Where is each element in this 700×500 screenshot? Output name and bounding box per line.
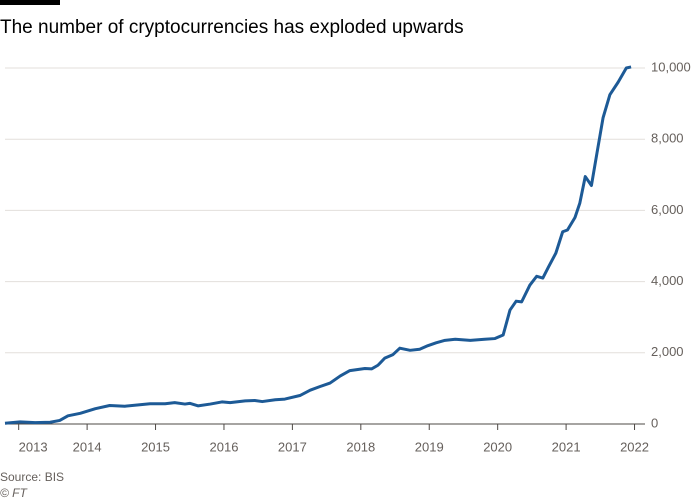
x-tick-label: 2015 <box>141 439 170 454</box>
chart-title: The number of cryptocurrencies has explo… <box>0 17 464 38</box>
data-line <box>4 65 632 425</box>
x-tick-label: 2017 <box>278 439 307 454</box>
x-tick-label: 2022 <box>620 439 649 454</box>
title-bar <box>0 0 60 5</box>
x-tick-label: 2016 <box>210 439 239 454</box>
y-tick-label: 0 <box>651 415 658 430</box>
y-tick-label: 2,000 <box>651 344 684 359</box>
source: Source: BIS <box>0 470 64 484</box>
x-tick-label: 2013 <box>19 439 48 454</box>
y-tick-label: 6,000 <box>651 202 684 217</box>
y-tick-label: 4,000 <box>651 273 684 288</box>
x-tick-label: 2019 <box>415 439 444 454</box>
x-tick-label: 2018 <box>346 439 375 454</box>
y-tick-label: 10,000 <box>651 59 691 74</box>
x-tick-label: 2020 <box>483 439 512 454</box>
credit: © FT <box>0 486 29 500</box>
x-tick-label: 2021 <box>552 439 581 454</box>
y-tick-label: 8,000 <box>651 131 684 146</box>
x-tick-label: 2014 <box>73 439 102 454</box>
